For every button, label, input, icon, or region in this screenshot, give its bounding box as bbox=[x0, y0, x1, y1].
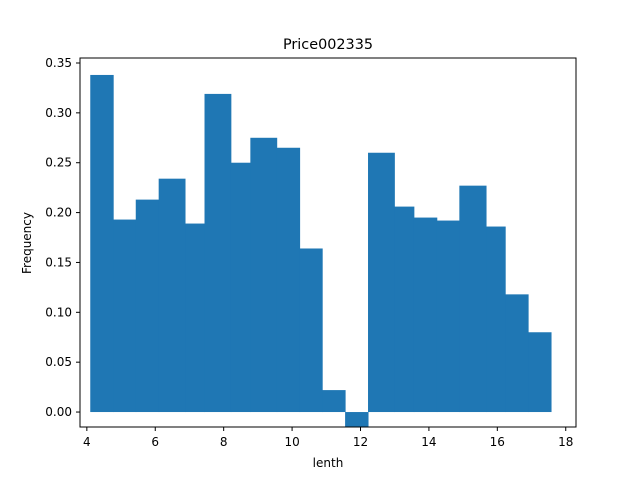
y-tick-label: 0.25 bbox=[45, 156, 72, 170]
plot-frame bbox=[79, 57, 577, 428]
x-tick-label: 10 bbox=[284, 435, 299, 449]
y-tick-label: 0.20 bbox=[45, 206, 72, 220]
histogram-bar-8 bbox=[250, 137, 278, 413]
y-tick-label: 0.35 bbox=[45, 56, 72, 70]
y-axis-label: Frequency bbox=[20, 212, 34, 274]
histogram-bar-6 bbox=[204, 93, 232, 413]
histogram-bar-9 bbox=[276, 147, 301, 413]
histogram-bar-14 bbox=[394, 206, 415, 413]
y-axis-ticks: 0.00 0.05 0.10 0.15 0.20 0.25 0.30 0.35 bbox=[45, 56, 80, 419]
histogram-bar-15 bbox=[413, 217, 438, 413]
x-tick-label: 4 bbox=[83, 435, 91, 449]
x-axis-ticks: 4 6 8 10 12 14 16 18 bbox=[83, 427, 573, 449]
x-tick-label: 12 bbox=[353, 435, 368, 449]
histogram-bar-4 bbox=[158, 178, 186, 413]
x-tick-label: 16 bbox=[490, 435, 505, 449]
histogram-bar-19 bbox=[505, 294, 529, 413]
histogram-bar-2 bbox=[113, 219, 137, 413]
y-tick-label: 0.30 bbox=[45, 106, 72, 120]
y-tick-label: 0.15 bbox=[45, 255, 72, 269]
histogram-bar-20 bbox=[528, 332, 552, 413]
x-tick-label: 14 bbox=[421, 435, 436, 449]
y-tick-label: 0.10 bbox=[45, 305, 72, 319]
y-tick-label: 0.00 bbox=[45, 405, 72, 419]
histogram-bar-3 bbox=[135, 199, 160, 413]
chart-title: Price002335 bbox=[283, 37, 373, 53]
x-axis-label: lenth bbox=[313, 456, 344, 470]
histogram-bar-11 bbox=[322, 390, 346, 413]
histogram-bar-18 bbox=[486, 226, 506, 413]
histogram-bar-17 bbox=[459, 185, 487, 413]
histogram-bar-5 bbox=[185, 223, 206, 413]
histogram-bar-10 bbox=[299, 248, 323, 413]
histogram-bar-12 bbox=[345, 412, 369, 427]
y-tick-label: 0.05 bbox=[45, 355, 72, 369]
histogram-bar-16 bbox=[436, 220, 460, 413]
x-tick-label: 6 bbox=[151, 435, 159, 449]
x-tick-label: 18 bbox=[558, 435, 573, 449]
histogram-bar-1 bbox=[90, 74, 114, 413]
x-tick-label: 8 bbox=[220, 435, 228, 449]
histogram-bar-13 bbox=[368, 152, 395, 413]
histogram-bar-7 bbox=[230, 162, 251, 413]
bars-group bbox=[90, 74, 552, 427]
